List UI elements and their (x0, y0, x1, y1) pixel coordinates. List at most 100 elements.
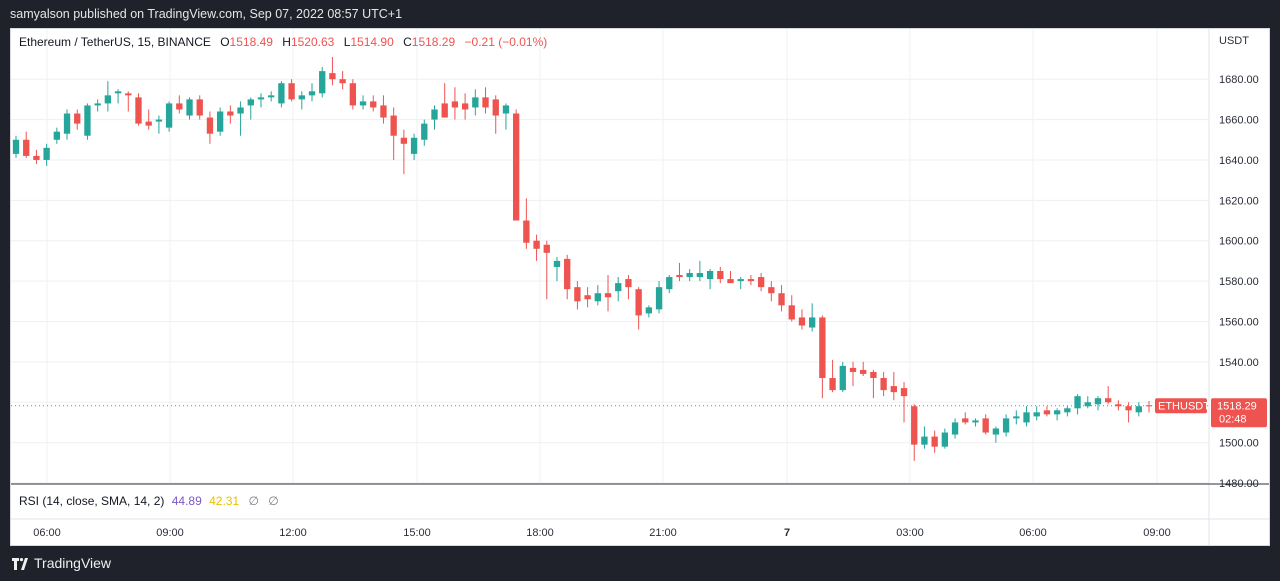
candle (145, 109, 152, 130)
candle-body (329, 73, 336, 80)
tradingview-logo-icon (12, 557, 28, 570)
candle-body (564, 258, 571, 290)
candle (900, 382, 908, 423)
candle (676, 262, 683, 282)
candle (237, 101, 244, 136)
candle-body (839, 365, 846, 391)
candle (472, 89, 479, 116)
candle-body (1002, 418, 1010, 433)
candle (125, 91, 132, 112)
candle-body (135, 97, 142, 124)
candle-body (655, 287, 663, 310)
legend-change: −0.21 (−0.01%) (465, 35, 548, 49)
candle-body (1145, 405, 1153, 407)
candle-body (962, 418, 969, 423)
candle (1125, 402, 1132, 423)
candle (1023, 406, 1030, 427)
candle (23, 131, 30, 158)
legend: Ethereum / TetherUS, 15, BINANCE O1518.4… (19, 35, 547, 49)
candle (962, 412, 969, 425)
candle (1002, 414, 1010, 437)
candle-body (247, 99, 254, 106)
candle-body (472, 97, 479, 108)
legend-symbol: Ethereum / TetherUS, 15, BINANCE (19, 35, 211, 49)
candle-body (615, 283, 622, 292)
publisher-text: samyalson published on TradingView.com, … (10, 7, 403, 21)
candle (717, 266, 724, 284)
candle (216, 107, 224, 136)
candle-body (860, 369, 867, 374)
candle (421, 119, 428, 146)
candle-body (727, 279, 734, 284)
candle-body (1064, 408, 1071, 413)
candle (114, 89, 122, 104)
time-axis-labels[interactable]: 06:00 09:00 12:00 15:00 18:00 21:00 7 03:00 06:0… (33, 527, 1171, 539)
candle-body (1043, 410, 1051, 415)
price-tick-label: 1560.00 (1219, 316, 1259, 328)
time-tick-label: 18:00 (526, 527, 554, 539)
candle (53, 127, 60, 144)
candle (1145, 400, 1153, 413)
candle-body (461, 103, 469, 110)
candle-body (186, 99, 193, 116)
candle-body (747, 279, 755, 282)
candle-body (706, 271, 714, 280)
candle-body (390, 115, 397, 136)
candle-body (104, 95, 112, 104)
candle (1115, 400, 1122, 411)
candle-body (125, 93, 132, 96)
candle-body (553, 260, 561, 267)
candle (410, 133, 418, 160)
candle-body (757, 277, 765, 288)
candle-body (604, 293, 612, 298)
price-chart[interactable]: USDT 1480.001500.001520.001540.001560.00… (11, 29, 1269, 545)
price-tick-label: 1580.00 (1219, 276, 1259, 288)
candle (594, 285, 601, 306)
chart-container[interactable]: USDT 1480.001500.001520.001540.001560.00… (10, 28, 1270, 546)
candle (533, 234, 540, 261)
candle-body (145, 121, 152, 126)
candle-body (941, 432, 949, 447)
price-tick-label: 1540.00 (1219, 357, 1259, 369)
candle-body (900, 388, 908, 397)
candle (941, 428, 949, 449)
candle-body (257, 97, 265, 100)
symbol-tag-bg (1155, 398, 1207, 414)
candle (247, 97, 254, 120)
candle-body (441, 103, 448, 118)
time-tick-label: 09:00 (1143, 527, 1171, 539)
candle (257, 93, 265, 108)
candle (380, 95, 387, 124)
time-tick-label: 09:00 (156, 527, 184, 539)
candle-body (23, 139, 30, 156)
price-tick-label: 1600.00 (1219, 236, 1259, 248)
candle-body (512, 113, 520, 221)
rsi-label: RSI (14, close, SMA, 14, 2) (19, 494, 164, 508)
candle-body (278, 83, 285, 104)
candle (502, 103, 510, 130)
candle-body (717, 271, 724, 280)
rsi-empty-2: ∅ (268, 494, 278, 508)
candle-body (492, 99, 499, 116)
candle-body (502, 105, 510, 114)
time-tick-label: 03:00 (896, 527, 924, 539)
candle-body (676, 275, 683, 278)
candle (227, 105, 234, 124)
candle (288, 79, 295, 102)
candle (268, 91, 275, 102)
candle (1105, 386, 1112, 405)
candle-body (992, 428, 1000, 435)
candle-body (400, 137, 408, 144)
candle (278, 81, 285, 108)
candle (104, 81, 112, 112)
candle (819, 315, 826, 399)
candle (666, 275, 673, 294)
candle (635, 287, 642, 330)
tradingview-brand[interactable]: TradingView (12, 546, 111, 581)
candle-body (982, 418, 989, 433)
candle-body (370, 101, 377, 108)
candle (880, 371, 887, 397)
candle-body (1125, 406, 1132, 411)
candle (196, 95, 203, 120)
rsi-pane[interactable]: RSI (14, close, SMA, 14, 2) 44.89 42.31 … (19, 494, 279, 508)
